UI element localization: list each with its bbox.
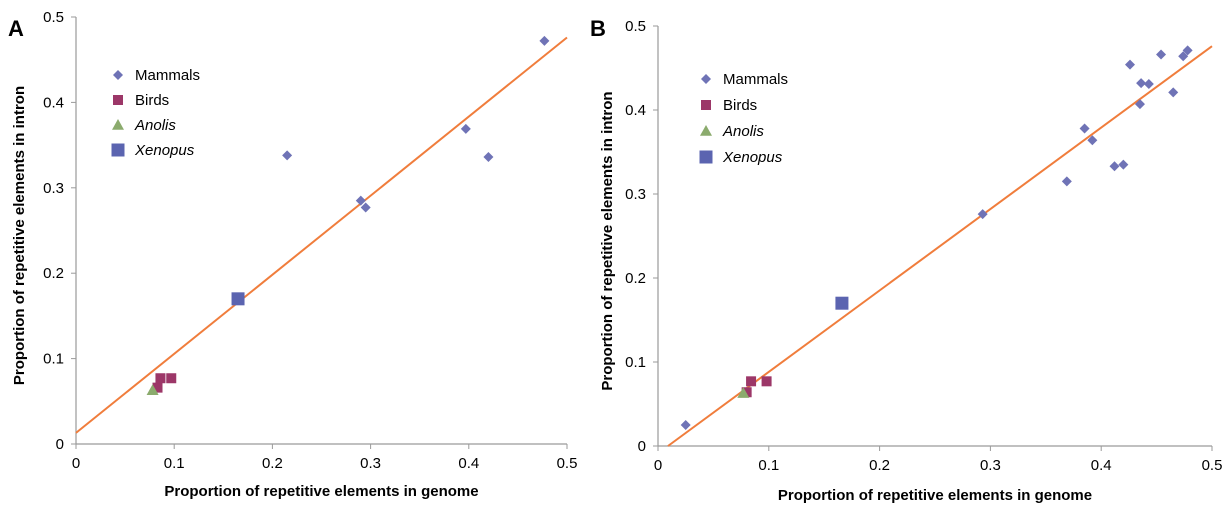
y-tick-label: 0.4 xyxy=(625,102,646,119)
mammals-point xyxy=(1125,59,1136,70)
x-tick-label: 0.5 xyxy=(1202,457,1223,474)
y-tick-label: 0 xyxy=(56,436,64,453)
mammals-point xyxy=(1118,159,1129,170)
y-tick-label: 0.1 xyxy=(43,351,64,368)
mammals-point xyxy=(1109,161,1120,172)
anolis-point xyxy=(737,387,750,398)
mammals-point xyxy=(1136,78,1147,89)
birds-point xyxy=(166,373,177,384)
mammals-point xyxy=(360,202,371,213)
legend-marker-birds xyxy=(701,100,711,110)
legend-label-xenopus: Xenopus xyxy=(134,142,195,159)
mammals-point xyxy=(1079,123,1090,134)
legend: Mammals Birds Anolis Xenopus xyxy=(111,67,200,159)
mammals-point xyxy=(1156,49,1167,60)
legend-label-mammals: Mammals xyxy=(135,67,200,84)
scatter-panel-b: B 0 0.1 0.2 0.3 0.4 0.5 0 0.1 0.2 0.3 0.4 0.5 Proport… xyxy=(590,16,1222,504)
legend-marker-birds xyxy=(113,95,123,105)
mammals-point xyxy=(483,152,494,163)
legend-marker-anolis xyxy=(112,119,124,130)
regression-line xyxy=(75,36,568,434)
x-tick-label: 0.3 xyxy=(360,455,381,472)
mammals-point xyxy=(355,195,366,206)
legend-marker-mammals xyxy=(701,74,711,84)
x-tick-label: 0.2 xyxy=(262,455,283,472)
anolis-point xyxy=(146,384,159,395)
mammals-point xyxy=(1182,45,1193,56)
scatter-panel-a: A 0 0.1 0.2 0.3 0.4 0.5 0 0.1 0.2 0.3 0.4 0.5 Proport… xyxy=(8,9,577,500)
birds-point xyxy=(152,382,163,393)
x-tick-label: 0.2 xyxy=(869,457,890,474)
legend-marker-mammals xyxy=(113,70,123,80)
legend: Mammals Birds Anolis Xenopus xyxy=(699,71,788,166)
regression-line xyxy=(667,45,1213,447)
legend-label-birds: Birds xyxy=(723,97,757,114)
legend-label-mammals: Mammals xyxy=(723,71,788,88)
mammals-point xyxy=(539,35,550,46)
mammals-point xyxy=(460,123,471,134)
xenopus-point xyxy=(835,296,849,310)
legend-label-xenopus: Xenopus xyxy=(722,149,783,166)
mammals-point xyxy=(680,420,691,430)
legend-label-anolis: Anolis xyxy=(722,123,764,140)
legend-marker-anolis xyxy=(700,125,712,136)
x-tick-label: 0.1 xyxy=(758,457,779,474)
y-tick-label: 0.3 xyxy=(43,180,64,197)
xenopus-point xyxy=(231,292,245,306)
y-tick-label: 0.2 xyxy=(625,270,646,287)
y-axis-title: Proportion of repetitive elements in int… xyxy=(11,86,28,385)
y-tick-label: 0.1 xyxy=(625,354,646,371)
birds-point xyxy=(761,376,772,387)
legend-marker-xenopus xyxy=(111,143,125,157)
x-tick-label: 0.5 xyxy=(557,455,578,472)
mammals-point xyxy=(977,209,988,220)
x-tick-label: 0.4 xyxy=(458,455,479,472)
y-tick-label: 0.5 xyxy=(625,18,646,35)
x-tick-label: 0 xyxy=(654,457,662,474)
legend-marker-xenopus xyxy=(699,150,713,164)
mammals-point xyxy=(282,150,293,161)
mammals-point xyxy=(1134,99,1145,110)
x-tick-label: 0 xyxy=(72,455,80,472)
y-tick-label: 0.4 xyxy=(43,94,64,111)
panel-letter: B xyxy=(590,16,606,41)
legend-label-birds: Birds xyxy=(135,92,169,109)
mammals-point xyxy=(1178,51,1189,62)
x-tick-label: 0.1 xyxy=(164,455,185,472)
birds-point xyxy=(746,376,757,387)
mammals-point xyxy=(1061,176,1072,187)
y-tick-label: 0.3 xyxy=(625,186,646,203)
y-tick-label: 0.5 xyxy=(43,9,64,26)
x-tick-label: 0.4 xyxy=(1091,457,1112,474)
legend-label-anolis: Anolis xyxy=(134,117,176,134)
y-tick-label: 0.2 xyxy=(43,265,64,282)
x-tick-label: 0.3 xyxy=(980,457,1001,474)
x-axis-title: Proportion of repetitive elements in gen… xyxy=(778,487,1092,504)
panel-letter: A xyxy=(8,16,24,41)
mammals-point xyxy=(1087,135,1098,146)
y-tick-label: 0 xyxy=(638,438,646,455)
mammals-point xyxy=(1143,78,1154,89)
birds-point xyxy=(741,387,752,398)
x-axis-title: Proportion of repetitive elements in gen… xyxy=(164,483,478,500)
birds-point xyxy=(155,373,166,384)
y-axis-title: Proportion of repetitive elements in int… xyxy=(599,91,616,390)
mammals-point xyxy=(1168,87,1179,98)
